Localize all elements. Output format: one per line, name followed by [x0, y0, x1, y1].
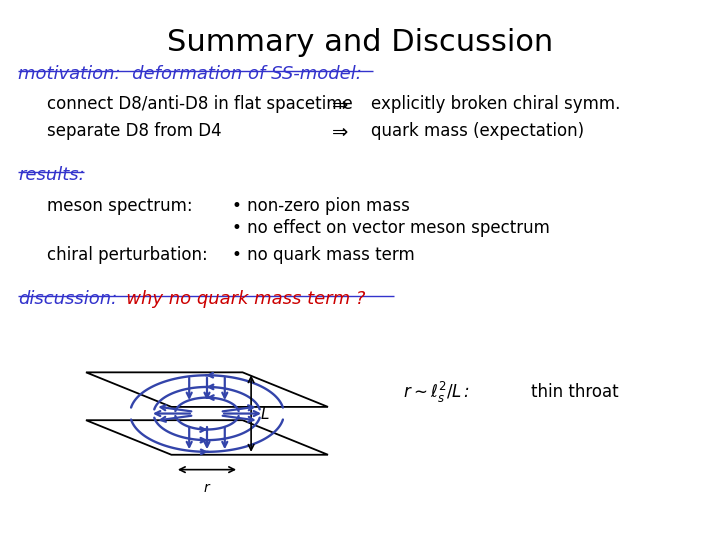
Text: quark mass (expectation): quark mass (expectation): [371, 122, 584, 140]
Text: discussion:: discussion:: [19, 290, 117, 308]
Text: • no quark mass term: • no quark mass term: [232, 246, 415, 264]
Text: $r$: $r$: [203, 481, 211, 495]
Text: meson spectrum:: meson spectrum:: [47, 197, 192, 214]
Text: why no quark mass term ?: why no quark mass term ?: [109, 290, 366, 308]
Text: separate D8 from D4: separate D8 from D4: [47, 122, 222, 140]
Text: Summary and Discussion: Summary and Discussion: [167, 28, 553, 57]
Text: thin throat: thin throat: [531, 383, 618, 401]
Text: connect D8/anti-D8 in flat spacetime: connect D8/anti-D8 in flat spacetime: [47, 94, 353, 112]
Text: results:: results:: [19, 166, 85, 184]
Text: • non-zero pion mass: • non-zero pion mass: [232, 197, 410, 214]
Text: chiral perturbation:: chiral perturbation:: [47, 246, 207, 264]
Text: $r \sim \ell_s^2/L\,$:: $r \sim \ell_s^2/L\,$:: [402, 380, 469, 405]
Text: $L$: $L$: [260, 406, 269, 422]
Text: $\Rightarrow$: $\Rightarrow$: [328, 122, 349, 141]
Text: • no effect on vector meson spectrum: • no effect on vector meson spectrum: [232, 219, 550, 237]
Text: $\Rightarrow$: $\Rightarrow$: [328, 94, 349, 113]
Text: motivation:  deformation of SS-model:: motivation: deformation of SS-model:: [19, 65, 362, 83]
Text: explicitly broken chiral symm.: explicitly broken chiral symm.: [371, 94, 620, 112]
